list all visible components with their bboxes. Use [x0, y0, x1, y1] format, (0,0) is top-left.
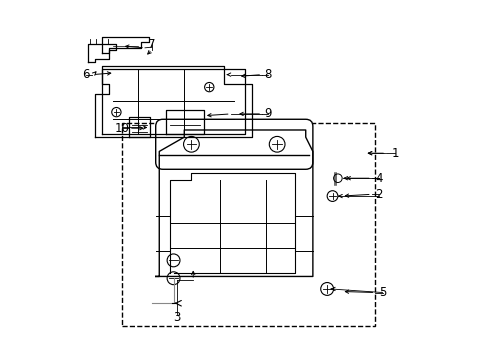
Text: 6: 6	[82, 68, 90, 81]
Text: 3: 3	[173, 311, 181, 324]
Text: 7: 7	[148, 38, 156, 51]
Text: 4: 4	[375, 172, 383, 185]
Text: 1: 1	[392, 147, 399, 160]
Bar	[122, 123, 375, 327]
Text: 2: 2	[375, 188, 383, 201]
Text: 9: 9	[265, 107, 272, 120]
Text: 5: 5	[379, 286, 386, 299]
Text: 8: 8	[265, 68, 272, 81]
FancyBboxPatch shape	[156, 119, 313, 169]
Text: 10: 10	[114, 122, 129, 135]
